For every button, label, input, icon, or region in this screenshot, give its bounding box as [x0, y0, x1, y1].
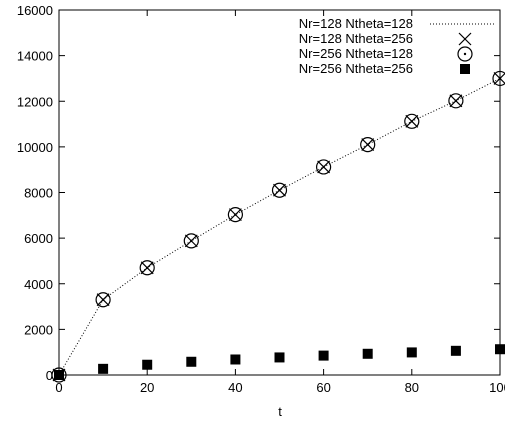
y-tick-label: 8000 [24, 186, 53, 201]
x-tick-label: 60 [316, 380, 330, 395]
square-point [142, 359, 153, 370]
circle-point [271, 182, 288, 198]
circle-point [404, 113, 420, 129]
circle-point [139, 260, 155, 276]
cross-point-legend [458, 32, 472, 46]
series-2 [51, 70, 505, 383]
series-3 [54, 344, 505, 380]
square-point [230, 354, 241, 365]
circle-point [448, 93, 464, 109]
legend-entry-1: Nr=128 Ntheta=256 [299, 31, 472, 46]
square-point [362, 348, 373, 359]
x-tick-label: 0 [55, 380, 62, 395]
circle-point [492, 70, 505, 87]
square-point [450, 345, 461, 356]
y-tick-label: 0 [46, 368, 53, 383]
square-point [495, 344, 505, 355]
circle-point [95, 292, 111, 308]
x-tick-label: 40 [228, 380, 242, 395]
square-point [406, 347, 417, 358]
square-point-legend [460, 64, 470, 74]
square-point [186, 356, 197, 367]
circle-point [360, 136, 376, 153]
y-tick-label: 12000 [17, 94, 53, 109]
dotted-series-line [58, 77, 501, 376]
y-tick-label: 6000 [24, 231, 53, 246]
circle-point [227, 207, 243, 223]
legend-label: Nr=128 Ntheta=128 [299, 16, 413, 31]
y-tick-label: 16000 [17, 3, 53, 18]
x-axis-label: t [278, 404, 282, 419]
legend-label: Nr=256 Ntheta=128 [299, 46, 413, 61]
y-tick-label: 2000 [24, 322, 53, 337]
x-tick-label: 100 [489, 380, 505, 395]
square-point [274, 352, 285, 363]
y-tick-label: 14000 [17, 49, 53, 64]
legend-entry-3: Nr=256 Ntheta=256 [299, 61, 470, 76]
square-point [54, 370, 64, 380]
legend-label: Nr=256 Ntheta=256 [299, 61, 413, 76]
series-0 [58, 77, 501, 376]
circle-point [183, 233, 199, 249]
x-tick-label: 80 [405, 380, 419, 395]
plot-frame [58, 9, 501, 376]
x-tick-label: 20 [140, 380, 154, 395]
legend-label: Nr=128 Ntheta=256 [299, 31, 413, 46]
legend-entry-2: Nr=256 Ntheta=128 [299, 46, 473, 62]
circle-point-legend [457, 46, 473, 62]
legend-entry-0: Nr=128 Ntheta=128 [299, 16, 496, 31]
circle-point [316, 159, 332, 175]
series-1 [52, 72, 505, 382]
square-point [318, 350, 329, 361]
y-tick-label: 4000 [24, 277, 53, 292]
y-tick-label: 10000 [17, 140, 53, 155]
square-point [98, 363, 109, 374]
